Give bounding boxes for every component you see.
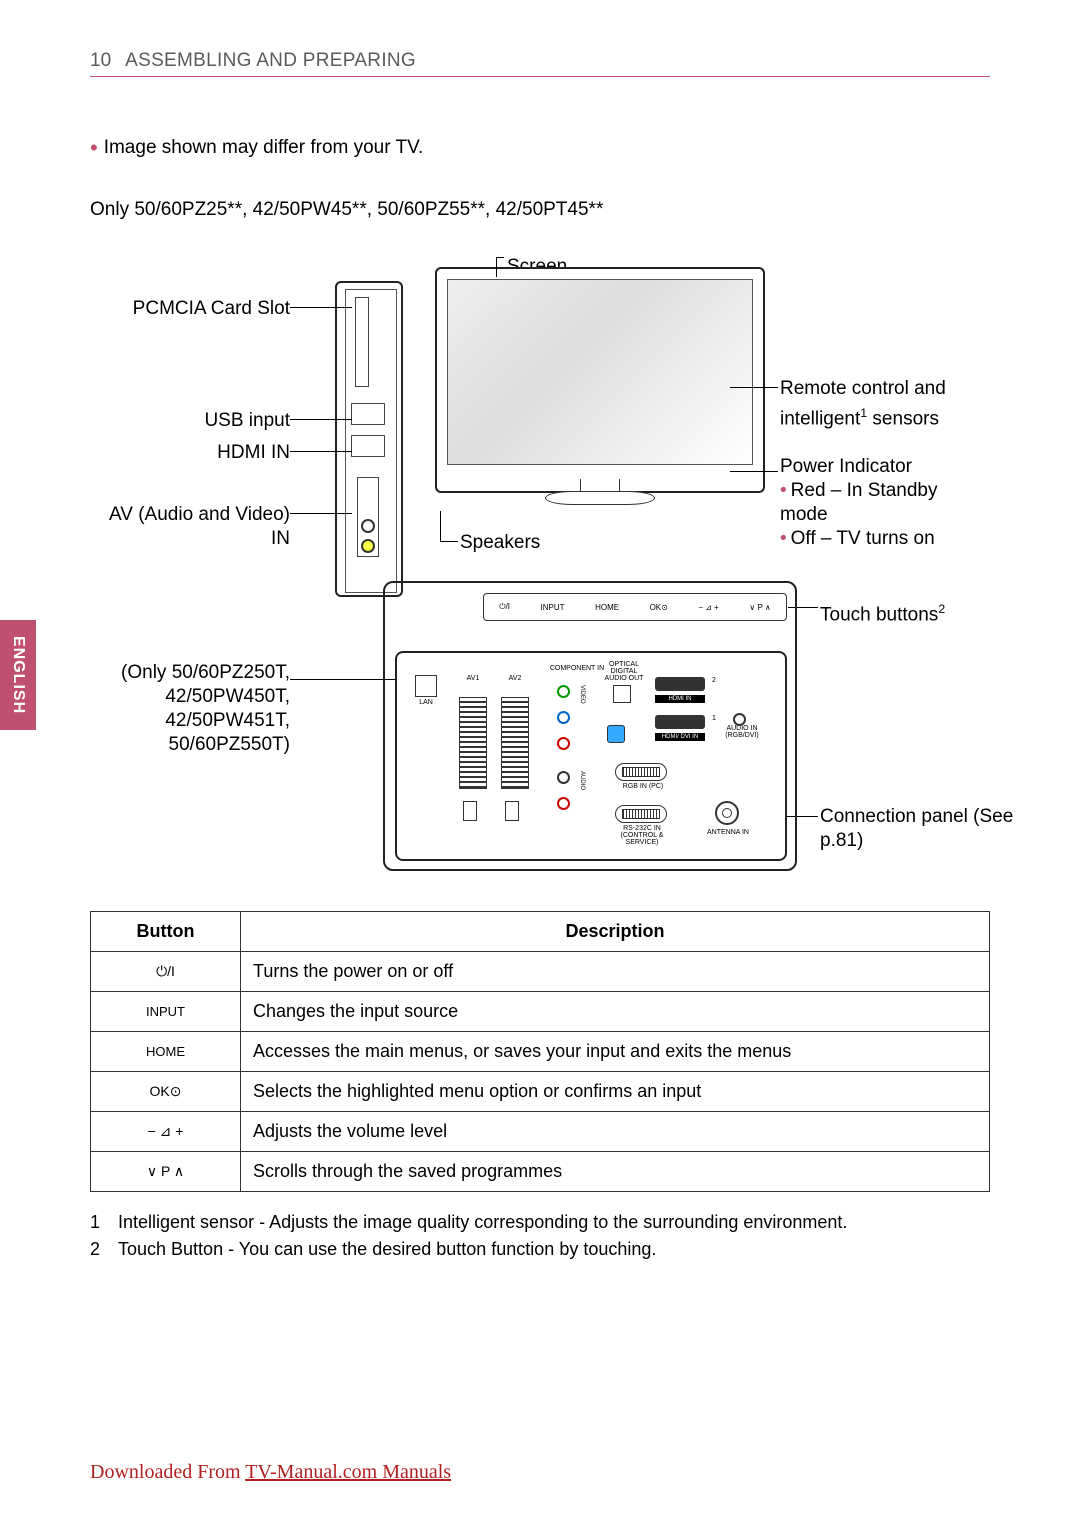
port-comp-pb xyxy=(557,711,570,724)
fn-text: Touch Button - You can use the desired b… xyxy=(118,1239,656,1260)
port-av2 xyxy=(501,697,529,789)
note: • Image shown may differ from your TV. xyxy=(90,137,990,159)
port-rs232 xyxy=(615,805,667,823)
port-rgb xyxy=(615,763,667,781)
fn-num: 1 xyxy=(90,1212,118,1233)
button-table: Button Description ⏻/ITurns the power on… xyxy=(90,911,990,1192)
port-lan xyxy=(415,675,437,697)
model-list: Only 50/60PZ25**, 42/50PW45**, 50/60PZ55… xyxy=(90,199,990,221)
bullet-icon: • xyxy=(90,135,98,160)
label-speakers: Speakers xyxy=(460,531,540,555)
download-source: Downloaded From TV-Manual.com Manuals xyxy=(90,1461,451,1484)
port-comp-pr xyxy=(557,737,570,750)
port-hdmi1 xyxy=(655,715,705,729)
table-row: ⏻/ITurns the power on or off xyxy=(91,952,990,992)
col-button: Button xyxy=(91,912,241,952)
label-remote: Remote control and intelligent1 sensors xyxy=(780,377,990,431)
label-pcmcia: PCMCIA Card Slot xyxy=(90,297,290,321)
page-header: 10 ASSEMBLING AND PREPARING xyxy=(90,50,990,77)
tv-stand xyxy=(545,491,655,505)
port-audioin-jack xyxy=(607,725,625,743)
table-row: − ⊿ +Adjusts the volume level xyxy=(91,1112,990,1152)
label-power-indicator: Power Indicator •Red – In Standby mode •… xyxy=(780,455,990,551)
port-audio-rgb xyxy=(733,713,746,726)
label-hdmi: HDMI IN xyxy=(90,441,290,465)
table-row: HOMEAccesses the main menus, or saves yo… xyxy=(91,1032,990,1072)
manual-link[interactable]: TV-Manual.com Manuals xyxy=(245,1461,451,1483)
port-hdmi2 xyxy=(655,677,705,691)
port-comp-ar xyxy=(557,797,570,810)
tv-front xyxy=(435,267,765,493)
page-number: 10 xyxy=(90,50,111,72)
port-antenna xyxy=(715,801,739,825)
table-row: OK⊙Selects the highlighted menu option o… xyxy=(91,1072,990,1112)
fn-text: Intelligent sensor - Adjusts the image q… xyxy=(118,1212,847,1233)
port-comp-al xyxy=(557,771,570,784)
port-comp-y xyxy=(557,685,570,698)
col-desc: Description xyxy=(241,912,990,952)
fn-num: 2 xyxy=(90,1239,118,1260)
note-text: Image shown may differ from your TV. xyxy=(104,137,424,158)
label-connection-panel: Connection panel (See p.81) xyxy=(820,805,1020,853)
label-touch-buttons: Touch buttons2 xyxy=(820,597,945,627)
scart-clip2 xyxy=(505,801,519,821)
label-av: AV (Audio and Video) IN xyxy=(90,503,290,551)
scart-clip1 xyxy=(463,801,477,821)
table-row: ∨ P ∧Scrolls through the saved programme… xyxy=(91,1152,990,1192)
label-usb: USB input xyxy=(90,409,290,433)
footnotes: 1Intelligent sensor - Adjusts the image … xyxy=(90,1212,990,1260)
tv-diagram: PCMCIA Card Slot USB input HDMI IN AV (A… xyxy=(90,251,990,891)
tv-side-panel xyxy=(335,281,403,597)
port-av1 xyxy=(459,697,487,789)
section-title: ASSEMBLING AND PREPARING xyxy=(125,50,416,72)
port-optical xyxy=(613,685,631,703)
label-only-models: (Only 50/60PZ250T, 42/50PW450T, 42/50PW4… xyxy=(90,661,290,757)
connection-panel: LAN AV1 AV2 COMPONENT IN VIDEO AUDIO OPT… xyxy=(395,651,787,861)
table-row: INPUTChanges the input source xyxy=(91,992,990,1032)
